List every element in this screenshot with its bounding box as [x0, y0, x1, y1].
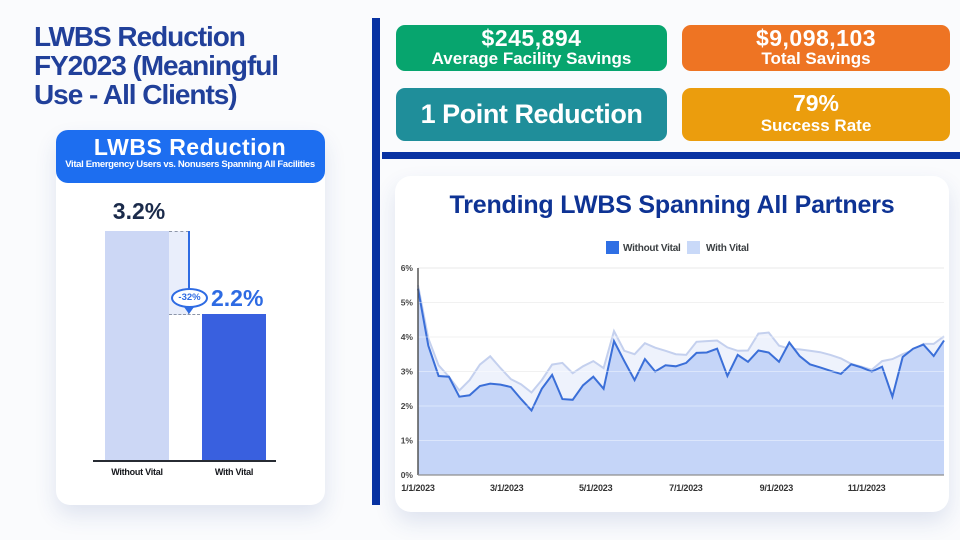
svg-text:1/1/2023: 1/1/2023: [401, 483, 435, 493]
svg-text:0%: 0%: [401, 470, 414, 480]
svg-text:5/1/2023: 5/1/2023: [579, 483, 613, 493]
svg-text:7/1/2023: 7/1/2023: [669, 483, 703, 493]
svg-text:6%: 6%: [401, 263, 414, 273]
svg-text:3%: 3%: [401, 367, 414, 377]
svg-text:5%: 5%: [401, 298, 414, 308]
svg-text:4%: 4%: [401, 332, 414, 342]
svg-text:9/1/2023: 9/1/2023: [760, 483, 794, 493]
svg-text:1%: 1%: [401, 436, 414, 446]
svg-text:3/1/2023: 3/1/2023: [490, 483, 524, 493]
svg-text:11/1/2023: 11/1/2023: [848, 483, 886, 493]
svg-text:2%: 2%: [401, 401, 414, 411]
